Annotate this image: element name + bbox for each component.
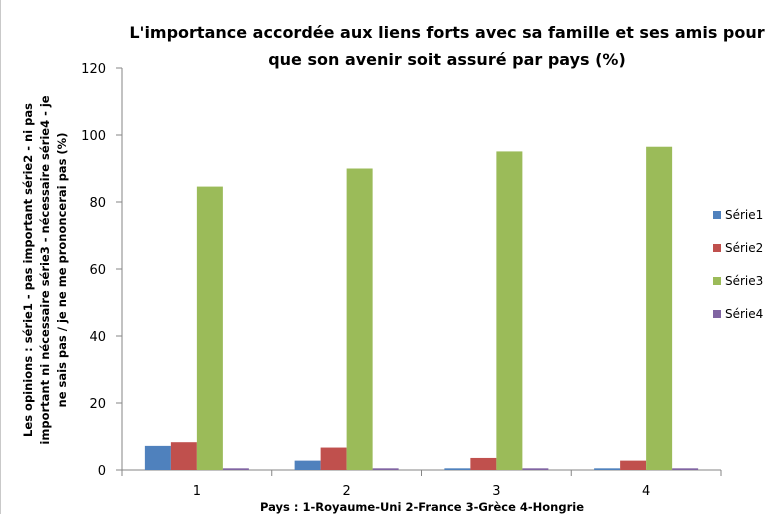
chart-title-line-2: que son avenir soit assuré par pays (%) bbox=[268, 50, 626, 69]
x-tick-label: 1 bbox=[193, 484, 201, 499]
legend-swatch bbox=[713, 211, 721, 219]
chart-title: L'importance accordée aux liens forts av… bbox=[129, 23, 764, 69]
bar-1-1 bbox=[144, 445, 171, 470]
y-tick-label: 40 bbox=[89, 330, 106, 345]
legend-swatch bbox=[713, 310, 721, 318]
y-tick-label: 0 bbox=[98, 464, 106, 479]
y-tick-label: 80 bbox=[89, 196, 106, 211]
bar-3-2 bbox=[346, 168, 373, 470]
chart-title-line-1: L'importance accordée aux liens forts av… bbox=[129, 23, 764, 42]
y-tick-label: 100 bbox=[81, 129, 106, 144]
legend-swatch bbox=[713, 244, 721, 252]
y-axis-title-line-1: Les opinions : série1 - pas important sé… bbox=[21, 103, 35, 437]
bar-3-3 bbox=[496, 151, 523, 471]
bar-1-2 bbox=[294, 460, 321, 470]
plot-area: 0 20 40 60 80 100 120 1 2 3 4 bbox=[81, 62, 722, 499]
bar-4-4 bbox=[672, 468, 699, 470]
bar-2-2 bbox=[320, 447, 347, 470]
legend-label: Série4 bbox=[725, 307, 763, 321]
bar-2-1 bbox=[170, 442, 197, 470]
y-tick-label: 120 bbox=[81, 62, 106, 77]
bar-3-1 bbox=[196, 186, 223, 470]
bar-1-4 bbox=[594, 468, 621, 470]
bar-3-4 bbox=[646, 146, 673, 470]
y-axis-title-line-3: ne sais pas / je ne me prononcerai pas (… bbox=[55, 133, 69, 408]
bar-4-3 bbox=[522, 468, 549, 470]
legend-swatch bbox=[713, 277, 721, 285]
legend-label: Série1 bbox=[725, 208, 763, 222]
bar-4-1 bbox=[222, 468, 249, 470]
bar-1-3 bbox=[444, 468, 471, 470]
x-tick-label: 2 bbox=[342, 484, 350, 499]
y-tick-label: 60 bbox=[89, 263, 106, 278]
legend-label: Série2 bbox=[725, 241, 763, 255]
y-axis-title-line-2: important ni nécessaire série3 - nécessa… bbox=[38, 95, 52, 444]
bar-2-3 bbox=[470, 457, 497, 470]
chart-legend: Série1 Série2 Série3 Série4 bbox=[713, 208, 763, 321]
bar-2-4 bbox=[620, 460, 647, 470]
y-axis-title: Les opinions : série1 - pas important sé… bbox=[21, 95, 69, 444]
bar-4-2 bbox=[372, 468, 399, 470]
legend-label: Série3 bbox=[725, 274, 763, 288]
y-tick-label: 20 bbox=[89, 397, 106, 412]
x-tick-label: 3 bbox=[492, 484, 500, 499]
x-axis-title: Pays : 1-Royaume-Uni 2-France 3-Grèce 4-… bbox=[260, 500, 584, 514]
x-tick-label: 4 bbox=[642, 484, 650, 499]
